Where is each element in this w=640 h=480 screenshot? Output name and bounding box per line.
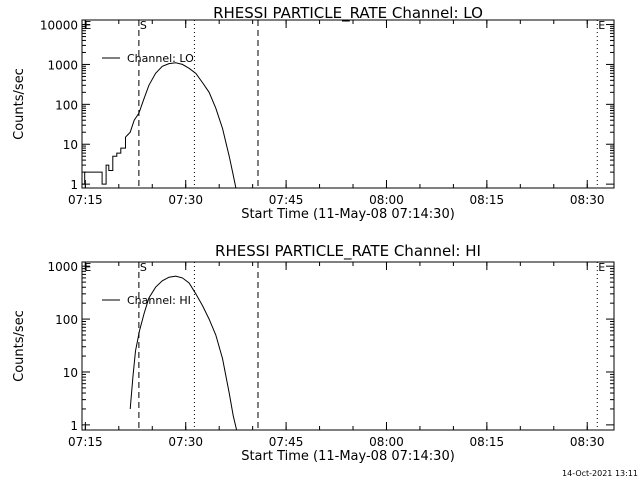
panel-1-y-tick-label: 100 [55,98,78,112]
panel-2-x-tick-label: 07:30 [168,435,203,449]
panel-1-event-marker-e: E [598,19,605,32]
panel-1-y-tick-label: 10000 [40,19,78,33]
panel-1-x-tick-label: 07:30 [168,193,203,207]
panel-2-event-marker-e: E [598,261,605,274]
panel-2-x-tick-label: 07:45 [269,435,304,449]
panel-2-event-marker-s: S [140,261,147,274]
panel-2-event-marker-e: E [84,261,91,274]
panel-1-x-tick-label: 08:00 [369,193,404,207]
panel-1-event-marker-s: S [140,19,147,32]
panel-1-y-tick-label: 1 [70,178,78,192]
panel-2-series-line-channel-hi [129,275,238,431]
panel-2-x-tick-label: 07:15 [68,435,103,449]
panel-1-y-axis-label: Counts/sec [12,68,27,140]
panel-2-x-axis-label: Start Time (11-May-08 07:14:30) [241,449,455,464]
panel-2-y-tick-label: 10 [63,366,78,380]
panel-1-legend-label: Channel: LO [127,52,194,65]
panel-2-x-tick-label: 08:00 [369,435,404,449]
panel-1-y-tick-label: 10 [63,138,78,152]
panel-1-axes-frame [81,19,615,189]
footer-timestamp-holder: 14-Oct-2021 13:11 [562,469,638,478]
panel-2-x-tick-label: 08:15 [470,435,505,449]
panel-1-event-marker-e: E [84,19,91,32]
panel-1-x-tick-label: 08:15 [470,193,505,207]
panel-2-axes-frame [81,261,615,431]
panel-2-legend-label: Channel: HI [127,294,191,307]
panel-1-title: RHESSI PARTICLE_RATE Channel: LO [213,4,483,23]
panel-1-x-axis-label: Start Time (11-May-08 07:14:30) [241,207,455,222]
panel-2-x-tick-label: 08:30 [570,435,605,449]
panel-1-series-line-channel-lo [82,62,237,189]
panel-2-title: RHESSI PARTICLE_RATE Channel: HI [215,242,481,261]
panel-2-y-tick-label: 1 [70,419,78,433]
panel-1-y-tick-label: 1000 [47,58,78,72]
panel-1-x-tick-label: 08:30 [570,193,605,207]
panel-2-y-tick-label: 1000 [47,260,78,274]
panel-2-y-axis-label: Counts/sec [12,310,27,382]
panel-1-x-tick-label: 07:15 [68,193,103,207]
panel-2-y-tick-label: 100 [55,313,78,327]
panel-1-x-tick-label: 07:45 [269,193,304,207]
